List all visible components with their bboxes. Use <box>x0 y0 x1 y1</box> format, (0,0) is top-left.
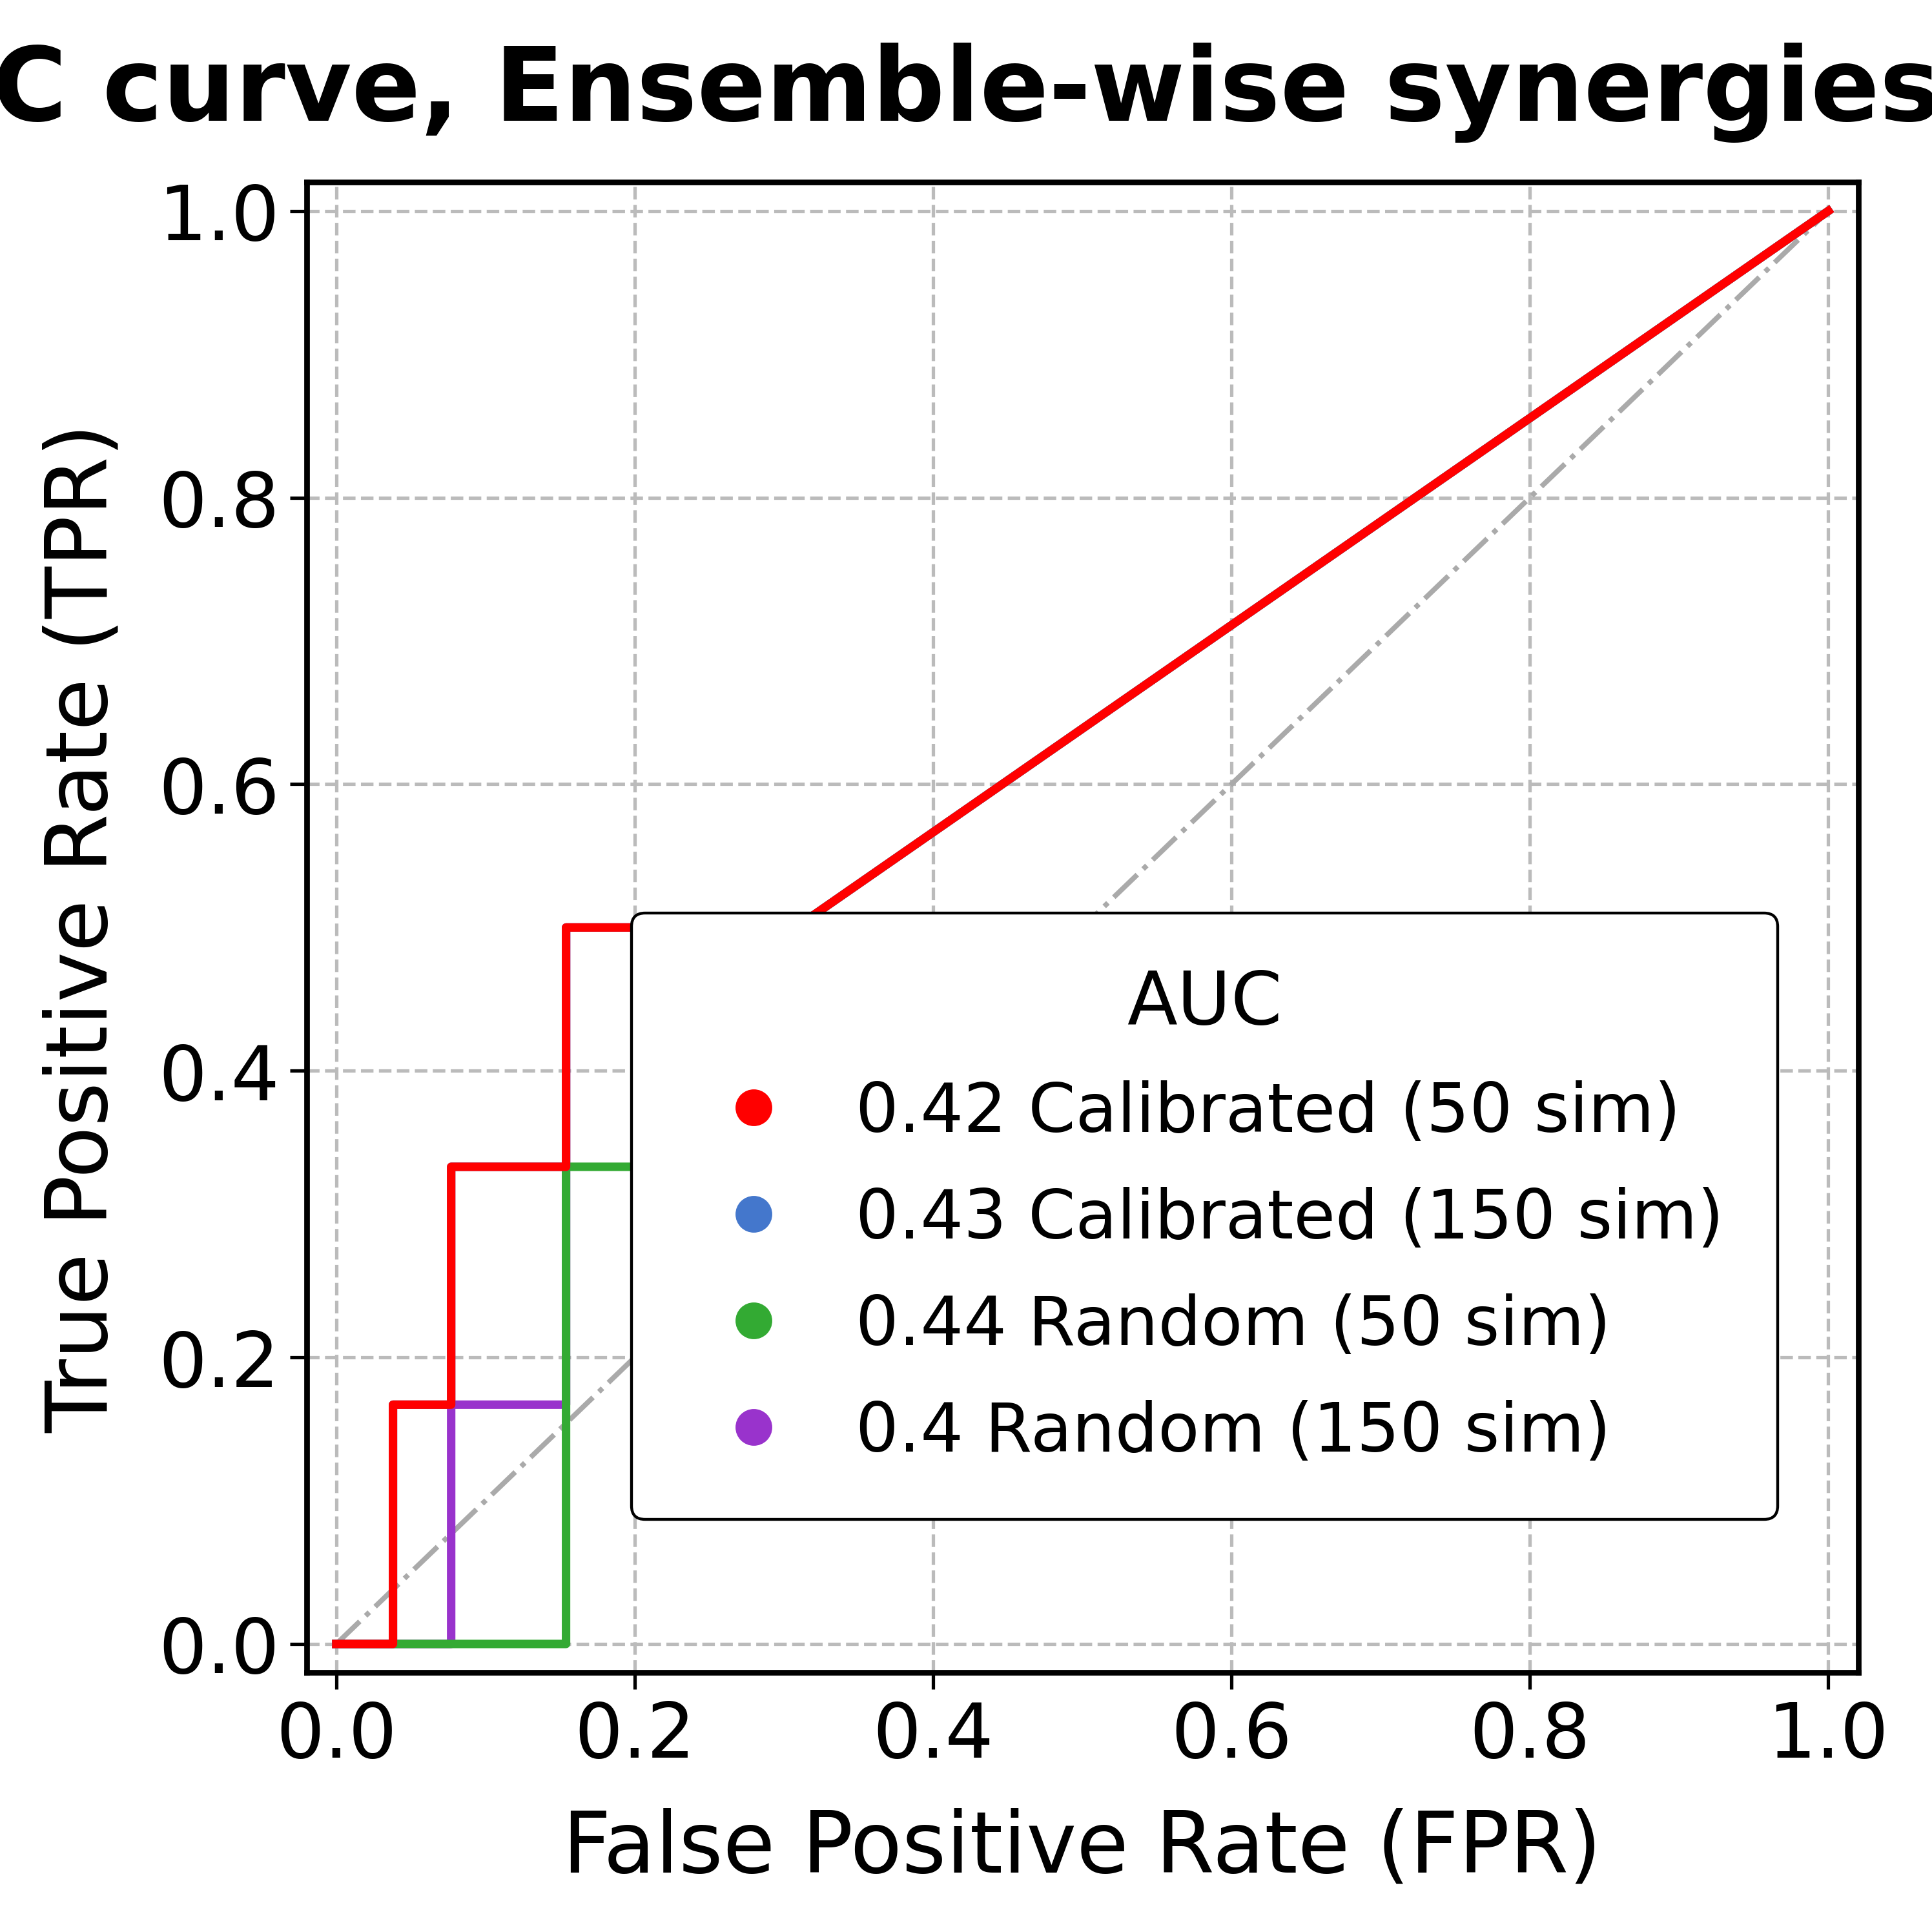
X-axis label: False Positive Rate (FPR): False Positive Rate (FPR) <box>562 1808 1602 1889</box>
Title: ROC curve, Ensemble-wise synergies (Bliss): ROC curve, Ensemble-wise synergies (Blis… <box>0 43 1932 143</box>
Y-axis label: True Positive Rate (TPR): True Positive Rate (TPR) <box>43 423 124 1432</box>
Legend: 0.42 Calibrated (50 sim), 0.43 Calibrated (150 sim), 0.44 Random (50 sim), 0.4 R: 0.42 Calibrated (50 sim), 0.43 Calibrate… <box>632 914 1777 1520</box>
